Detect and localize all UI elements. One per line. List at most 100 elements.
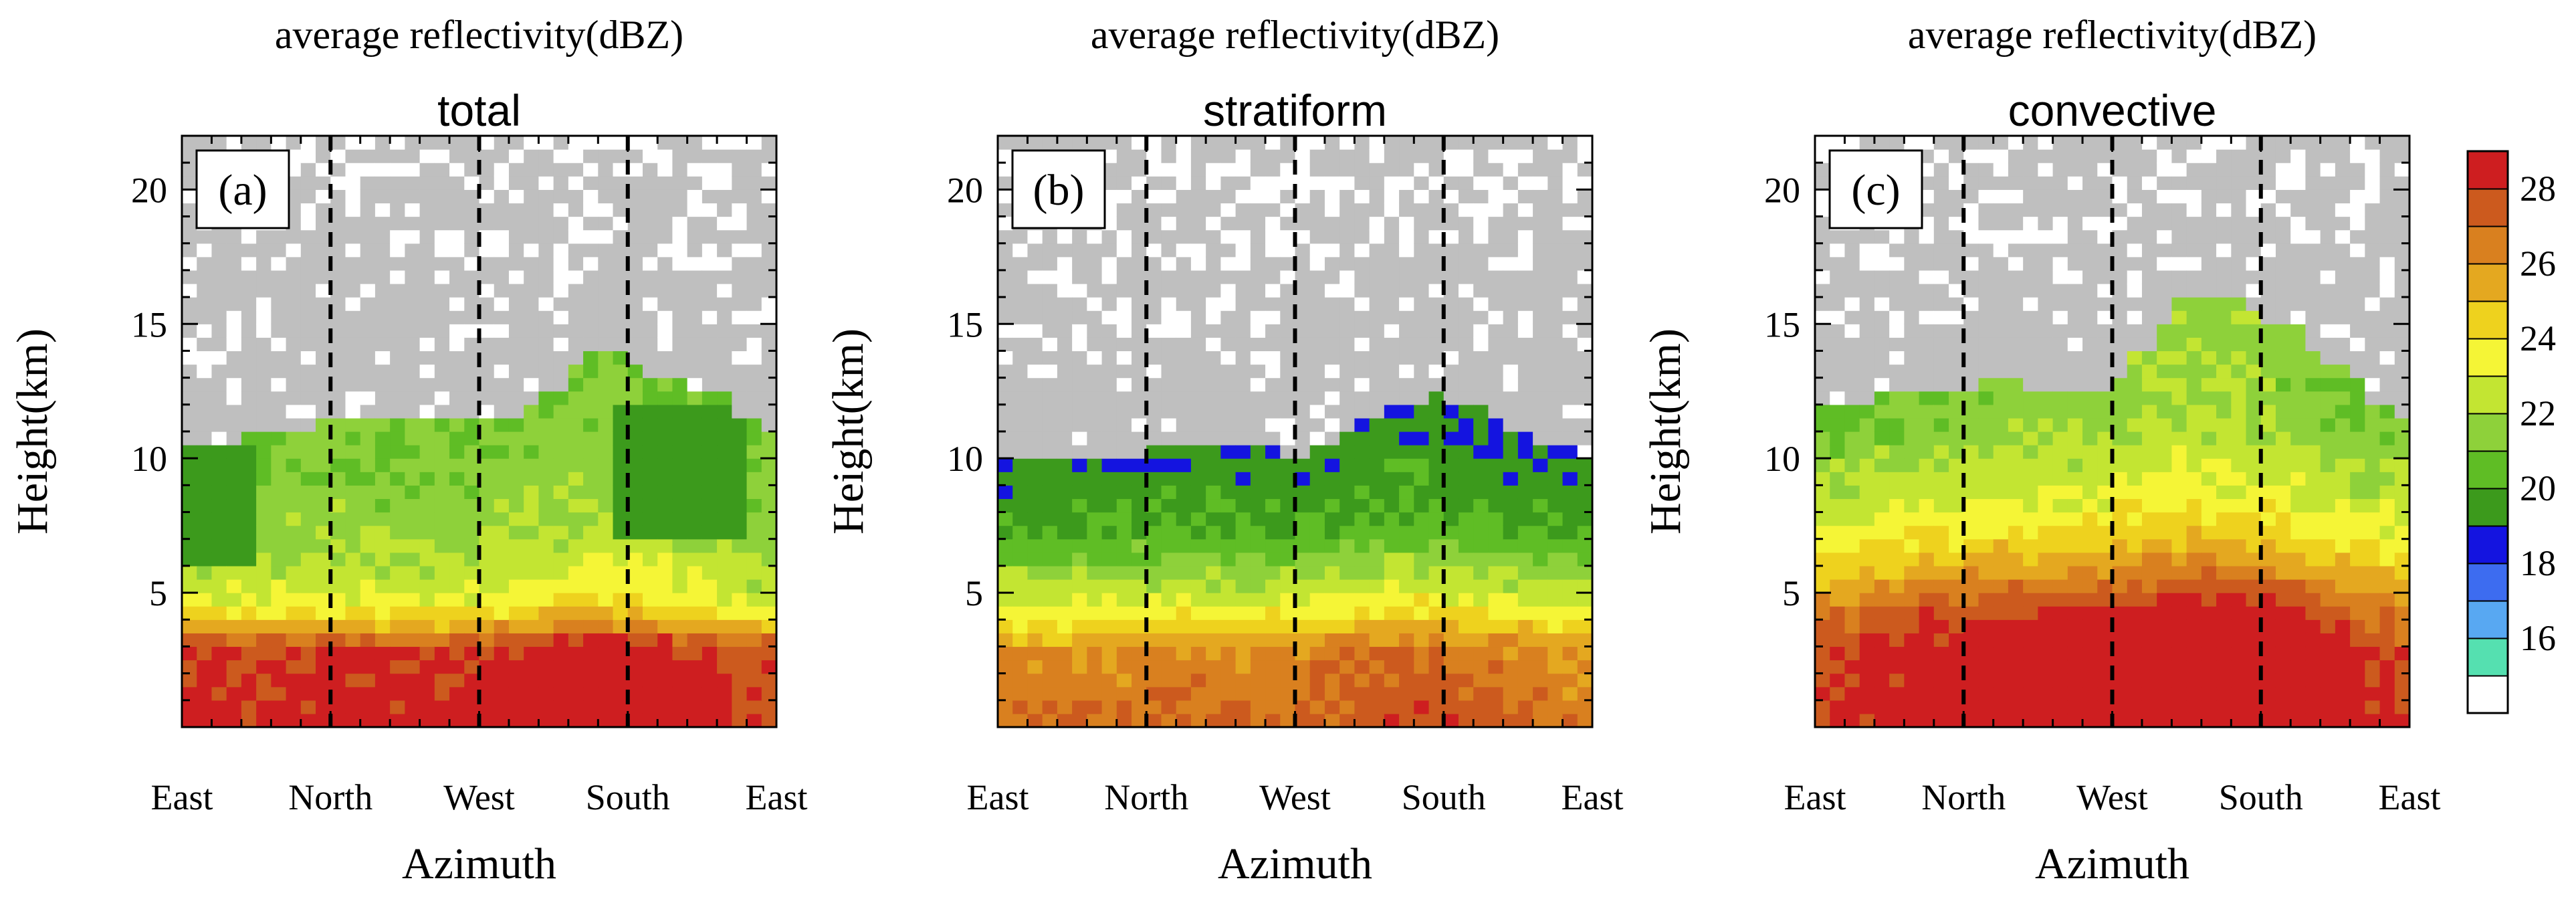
heatmap-cell — [1458, 229, 1474, 244]
heatmap-cell — [241, 417, 257, 432]
heatmap-cell — [1384, 525, 1400, 540]
heatmap-cell — [1354, 297, 1370, 311]
heatmap-cell — [2216, 189, 2232, 204]
heatmap-cell — [464, 673, 480, 688]
heatmap-cell — [2216, 297, 2232, 311]
heatmap-cell — [761, 606, 777, 620]
heatmap-cell — [1904, 525, 1920, 540]
heatmap-cell — [1443, 538, 1459, 553]
heatmap-cell — [1488, 660, 1504, 674]
heatmap-cell — [687, 485, 703, 500]
heatmap-cell — [256, 350, 272, 365]
heatmap-cell — [1339, 377, 1355, 392]
heatmap-cell — [1458, 512, 1474, 526]
heatmap-cell — [1012, 472, 1029, 486]
heatmap-cell — [613, 284, 629, 298]
heatmap-cell — [345, 417, 361, 432]
heatmap-cell — [508, 485, 524, 500]
heatmap-cell — [1235, 538, 1251, 553]
heatmap-cell — [1859, 431, 1875, 445]
heatmap-cell — [1265, 417, 1281, 432]
heatmap-cell — [1206, 498, 1221, 513]
heatmap-cell — [197, 229, 213, 244]
heatmap-cell — [330, 256, 346, 271]
heatmap-cell — [1384, 284, 1400, 298]
heatmap-cell — [405, 593, 421, 607]
heatmap-cell — [1933, 673, 1949, 688]
heatmap-cell — [746, 391, 762, 405]
heatmap-cell — [1533, 633, 1548, 647]
heatmap-cell — [1517, 189, 1533, 204]
heatmap-cell — [657, 391, 673, 405]
heatmap-cell — [1399, 189, 1414, 204]
heatmap-cell — [613, 431, 629, 445]
heatmap-cell — [1399, 431, 1414, 445]
heatmap-cell — [2023, 229, 2038, 244]
heatmap-cell — [1132, 270, 1147, 284]
heatmap-cell — [687, 660, 703, 674]
heatmap-cell — [1562, 673, 1578, 688]
heatmap-cell — [1324, 216, 1340, 231]
heatmap-cell — [1830, 646, 1846, 661]
heatmap-cell — [1206, 136, 1221, 150]
heatmap-cell — [479, 377, 495, 392]
heatmap-cell — [1904, 310, 1920, 324]
heatmap-cell — [1012, 404, 1029, 419]
heatmap-cell — [1265, 498, 1281, 513]
heatmap-cell — [1072, 485, 1087, 500]
heatmap-cell — [1949, 498, 1964, 513]
heatmap-cell — [2141, 364, 2157, 379]
heatmap-cell — [1547, 472, 1564, 486]
heatmap-cell — [2023, 176, 2038, 190]
heatmap-cell — [211, 364, 227, 379]
heatmap-cell — [1473, 431, 1489, 445]
heatmap-cell — [524, 243, 539, 258]
heatmap-cell — [1176, 284, 1192, 298]
x-tick-label: West — [443, 777, 515, 817]
heatmap-cell — [419, 579, 435, 593]
heatmap-cell — [1132, 485, 1147, 500]
heatmap-cell — [746, 565, 762, 580]
heatmap-cell — [1384, 337, 1400, 352]
heatmap-cell — [1324, 324, 1340, 338]
heatmap-cell — [1933, 203, 1949, 217]
heatmap-cell — [1176, 660, 1192, 674]
heatmap-cell — [1443, 606, 1459, 620]
heatmap-cell — [330, 404, 346, 419]
heatmap-cell — [1190, 512, 1206, 526]
heatmap-cell — [182, 270, 197, 284]
heatmap-cell — [1295, 565, 1311, 580]
heatmap-cell — [2067, 498, 2083, 513]
heatmap-cell — [182, 310, 197, 324]
heatmap-cell — [374, 552, 391, 567]
heatmap-cell — [717, 646, 732, 661]
heatmap-cell — [1874, 404, 1890, 419]
heatmap-cell — [1488, 686, 1504, 701]
heatmap-cell — [1874, 229, 1890, 244]
heatmap-cell — [1012, 686, 1029, 701]
heatmap-cell — [494, 256, 510, 271]
heatmap-cell — [1488, 270, 1504, 284]
heatmap-cell — [271, 284, 287, 298]
heatmap-cell — [717, 431, 732, 445]
heatmap-cell — [717, 176, 732, 190]
heatmap-cell — [1116, 297, 1132, 311]
heatmap-cell — [2038, 673, 2054, 688]
heatmap-cell — [479, 391, 495, 405]
heatmap-cell — [1815, 673, 1830, 688]
heatmap-cell — [1503, 324, 1519, 338]
heatmap-cell — [508, 565, 524, 580]
heatmap-cell — [1220, 324, 1237, 338]
heatmap-cell — [1280, 552, 1296, 567]
heatmap-cell — [1235, 606, 1251, 620]
heatmap-cell — [2231, 619, 2247, 633]
heatmap-cell — [1414, 377, 1430, 392]
heatmap-cell — [2023, 485, 2038, 500]
heatmap-cell — [2008, 431, 2024, 445]
heatmap-cell — [2186, 713, 2202, 728]
heatmap-cell — [1354, 324, 1370, 338]
heatmap-cell — [1132, 337, 1147, 352]
heatmap-cell — [1904, 512, 1920, 526]
heatmap-cell — [1116, 579, 1132, 593]
